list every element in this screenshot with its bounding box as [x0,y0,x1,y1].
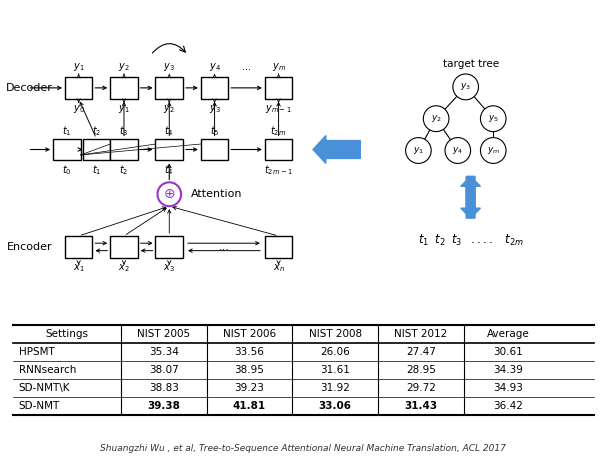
Text: $t_1$: $t_1$ [92,163,101,177]
Text: $x_2$: $x_2$ [118,262,130,274]
Text: target tree: target tree [443,59,499,69]
Text: $x_n$: $x_n$ [272,262,284,274]
Text: $y_m$: $y_m$ [487,145,500,156]
FancyBboxPatch shape [265,139,292,161]
Circle shape [453,74,478,100]
FancyBboxPatch shape [155,77,183,99]
Text: $y_{m-1}$: $y_{m-1}$ [265,103,292,115]
Text: $x_1$: $x_1$ [73,262,85,274]
Text: NIST 2008: NIST 2008 [308,329,362,339]
Circle shape [424,106,449,132]
FancyBboxPatch shape [83,139,110,161]
Text: $t_0$: $t_0$ [62,163,72,177]
Text: $y_4$: $y_4$ [209,61,221,73]
Text: $y_3$: $y_3$ [460,81,471,92]
Text: 39.38: 39.38 [148,401,180,411]
Text: Encoder: Encoder [7,242,52,252]
Text: 41.81: 41.81 [233,401,266,411]
Circle shape [481,138,506,163]
Circle shape [445,138,470,163]
Text: $t_2$: $t_2$ [119,163,128,177]
Text: Settings: Settings [46,329,88,339]
FancyBboxPatch shape [110,77,138,99]
Text: 35.34: 35.34 [149,347,179,357]
Text: 39.23: 39.23 [235,383,265,393]
Text: $y_3$: $y_3$ [163,61,175,73]
Text: 31.61: 31.61 [320,365,350,375]
Text: 38.07: 38.07 [149,365,179,375]
Text: $y_1$: $y_1$ [73,61,85,73]
Text: Decoder: Decoder [6,83,53,93]
FancyBboxPatch shape [65,236,92,258]
Text: $y_1$: $y_1$ [118,103,130,115]
Text: Attention: Attention [191,189,242,199]
Text: SD-NMT\K: SD-NMT\K [19,383,70,393]
FancyBboxPatch shape [201,77,229,99]
Text: $y_2$: $y_2$ [118,61,130,73]
Text: $y_4$: $y_4$ [452,145,463,156]
FancyArrow shape [313,136,361,163]
Text: $y_5$: $y_5$ [488,113,499,124]
Text: SD-NMT: SD-NMT [19,401,60,411]
Text: 26.06: 26.06 [320,347,350,357]
Text: 34.39: 34.39 [493,365,523,375]
Text: $y_2$: $y_2$ [431,113,442,124]
Text: $t_1 \;\; t_2 \;\; t_3 \;\;\; .... \;\;\; t_{2m}$: $t_1 \;\; t_2 \;\; t_3 \;\;\; .... \;\;\… [418,233,523,248]
Text: NIST 2012: NIST 2012 [394,329,448,339]
FancyBboxPatch shape [155,236,183,258]
Circle shape [406,138,431,163]
FancyBboxPatch shape [265,77,292,99]
Text: ...: ... [218,242,229,252]
Text: $t_1$: $t_1$ [62,124,71,138]
Text: 31.92: 31.92 [320,383,350,393]
Text: 36.42: 36.42 [493,401,523,411]
Text: 34.93: 34.93 [493,383,523,393]
Text: RNNsearch: RNNsearch [19,365,76,375]
FancyBboxPatch shape [110,139,138,161]
Text: HPSMT: HPSMT [19,347,55,357]
FancyBboxPatch shape [65,77,92,99]
Text: $t_{2m}$: $t_{2m}$ [271,124,287,138]
Text: 27.47: 27.47 [406,347,436,357]
Text: NIST 2005: NIST 2005 [137,329,190,339]
Text: $x_3$: $x_3$ [163,262,175,274]
Text: ...: ... [242,62,251,72]
Text: $\oplus$: $\oplus$ [163,187,175,201]
Text: $t_4$: $t_4$ [164,163,174,177]
Text: Average: Average [487,329,529,339]
Text: $t_4$: $t_4$ [164,124,174,138]
Text: $t_5$: $t_5$ [210,124,220,138]
Text: NIST 2006: NIST 2006 [223,329,276,339]
Text: $t_{2m-1}$: $t_{2m-1}$ [264,163,293,177]
FancyBboxPatch shape [265,236,292,258]
FancyArrow shape [461,176,481,218]
Text: 38.83: 38.83 [149,383,179,393]
Circle shape [481,106,506,132]
Text: $y_1$: $y_1$ [413,145,424,156]
Text: $y_2$: $y_2$ [163,103,175,115]
Text: 38.95: 38.95 [235,365,265,375]
FancyArrow shape [461,176,481,218]
Text: 29.72: 29.72 [406,383,436,393]
Text: 30.61: 30.61 [493,347,523,357]
FancyBboxPatch shape [201,139,229,161]
FancyBboxPatch shape [110,236,138,258]
Text: 28.95: 28.95 [406,365,436,375]
Text: $y_0$: $y_0$ [73,103,85,115]
FancyBboxPatch shape [155,139,183,161]
Text: 33.56: 33.56 [235,347,265,357]
Text: $y_m$: $y_m$ [272,61,286,73]
Text: $y_3$: $y_3$ [209,103,220,115]
Text: Shuangzhi Wu , et al, Tree-to-Sequence Attentional Neural Machine Translation, A: Shuangzhi Wu , et al, Tree-to-Sequence A… [100,444,506,453]
Text: 33.06: 33.06 [319,401,352,411]
Text: 31.43: 31.43 [404,401,437,411]
Text: $t_2$: $t_2$ [92,124,101,138]
Text: $t_3$: $t_3$ [119,124,129,138]
FancyBboxPatch shape [53,139,80,161]
